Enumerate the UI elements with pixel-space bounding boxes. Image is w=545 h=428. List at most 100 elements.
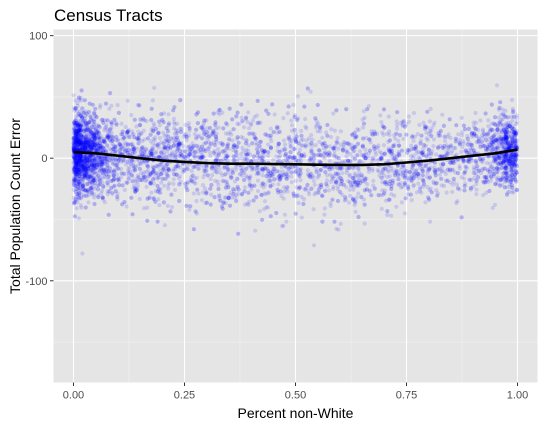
data-point [138, 197, 142, 201]
data-point [114, 135, 118, 139]
data-point [367, 170, 371, 174]
data-point [152, 86, 156, 90]
data-point [492, 172, 496, 176]
data-point [312, 157, 316, 161]
data-point [383, 152, 387, 156]
data-point [404, 133, 408, 137]
data-point [480, 140, 484, 144]
data-point [191, 174, 195, 178]
data-point [73, 98, 77, 102]
data-point [200, 136, 204, 140]
data-point [216, 187, 220, 191]
data-point [486, 124, 490, 128]
data-point [274, 211, 278, 215]
data-point [478, 145, 482, 149]
data-point [278, 154, 282, 158]
data-point [498, 184, 502, 188]
data-point [374, 152, 378, 156]
data-point [432, 137, 436, 141]
data-point [245, 202, 249, 206]
data-point [193, 150, 197, 154]
data-point [500, 166, 504, 170]
data-point [462, 177, 466, 181]
data-point [252, 198, 256, 202]
data-point [230, 117, 234, 121]
data-point [450, 190, 454, 194]
data-point [369, 193, 373, 197]
data-point [221, 201, 225, 205]
data-point [426, 196, 430, 200]
data-point [391, 181, 395, 185]
data-point [322, 213, 326, 217]
data-point [488, 170, 492, 174]
data-point [428, 119, 432, 123]
data-point [274, 155, 278, 159]
data-point [395, 110, 399, 114]
data-point [143, 175, 147, 179]
data-point [256, 151, 260, 155]
data-point [268, 184, 272, 188]
data-point [318, 149, 322, 153]
data-point [416, 182, 420, 186]
data-point [232, 127, 236, 131]
data-point [231, 192, 235, 196]
data-point [72, 179, 76, 183]
data-point [93, 107, 97, 111]
data-point [111, 147, 115, 151]
data-point [121, 183, 125, 187]
data-point [148, 133, 152, 137]
data-point [221, 126, 225, 130]
data-point [167, 181, 171, 185]
data-point [361, 144, 365, 148]
data-point [481, 193, 485, 197]
data-point [294, 179, 298, 183]
data-point [481, 128, 485, 132]
data-point [332, 220, 336, 224]
data-point [377, 193, 381, 197]
data-point [240, 156, 244, 160]
data-point [219, 171, 223, 175]
data-point [104, 102, 108, 106]
data-point [72, 120, 76, 124]
data-point [192, 227, 196, 231]
data-point [340, 171, 344, 175]
data-point [440, 113, 444, 117]
data-point [236, 232, 240, 236]
data-point [323, 189, 327, 193]
data-point [161, 177, 165, 181]
data-point [145, 219, 149, 223]
data-point [184, 135, 188, 139]
data-point [266, 154, 270, 158]
data-point [121, 130, 125, 134]
data-point [74, 106, 78, 110]
data-point [354, 210, 358, 214]
data-point [334, 172, 338, 176]
data-point [472, 131, 476, 135]
data-point [309, 148, 313, 152]
data-point [104, 169, 108, 173]
data-point [243, 185, 247, 189]
data-point [272, 130, 276, 134]
data-point [355, 127, 359, 131]
data-point [384, 180, 388, 184]
data-point [417, 123, 421, 127]
data-point [462, 124, 466, 128]
data-point [256, 121, 260, 125]
data-point [203, 149, 207, 153]
data-point [249, 123, 253, 127]
data-point [462, 188, 466, 192]
data-point [295, 135, 299, 139]
data-point [298, 148, 302, 152]
data-point [360, 173, 364, 177]
data-point [501, 112, 505, 116]
data-point [293, 115, 297, 119]
data-point [261, 173, 265, 177]
data-point [166, 139, 170, 143]
data-point [308, 157, 312, 161]
data-point [258, 209, 262, 213]
data-point [314, 125, 318, 129]
data-point [418, 189, 422, 193]
data-point [496, 162, 500, 166]
data-point [288, 165, 292, 169]
data-point [486, 118, 490, 122]
